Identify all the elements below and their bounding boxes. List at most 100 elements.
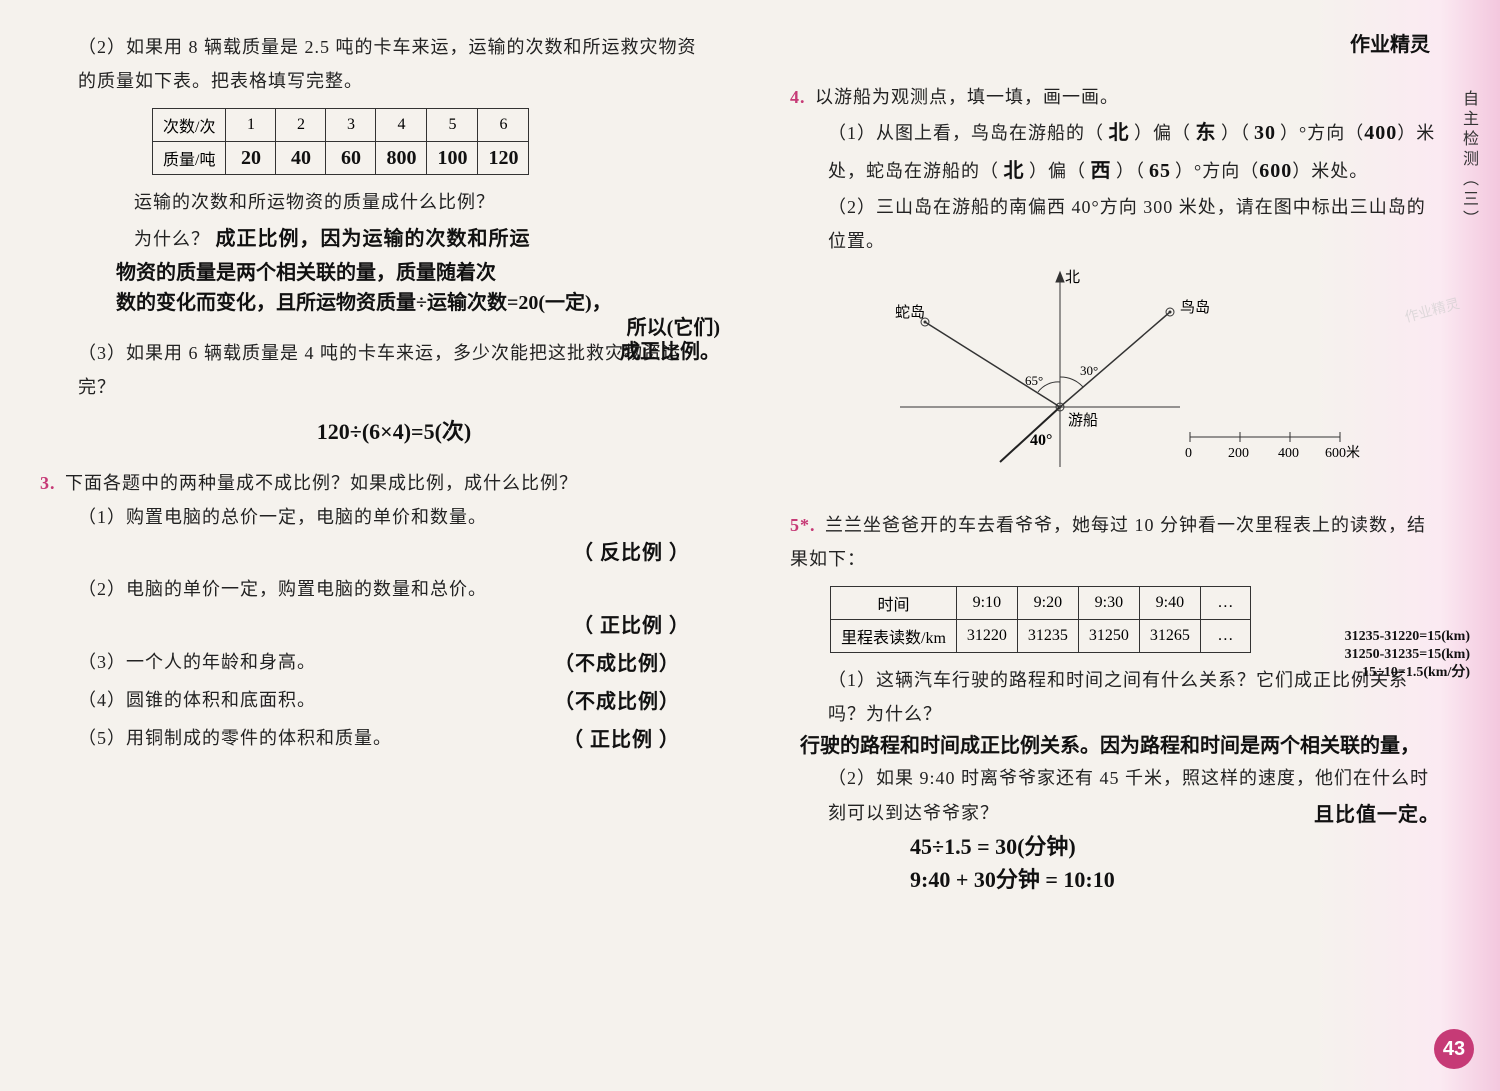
handwritten-calc: 45÷1.5 = 30(分钟) bbox=[790, 830, 1440, 863]
text: ）（ bbox=[1116, 161, 1145, 181]
table-row: 时间 9:10 9:20 9:30 9:40 … bbox=[831, 586, 1251, 619]
q4-intro-text: 以游船为观测点，填一填，画一画。 bbox=[815, 87, 1119, 107]
row-label: 里程表读数/km bbox=[831, 619, 957, 652]
q5-p1: （1）这辆汽车行驶的路程和时间之间有什么关系？它们成正比例关系吗？为什么？ bbox=[790, 663, 1440, 731]
q5-intro-text: 兰兰坐爸爸开的车去看爷爷，她每过 10 分钟看一次里程表上的读数，结果如下： bbox=[790, 515, 1426, 569]
q3: 3. 下面各题中的两种量成不成比例？如果成比例，成什么比例？ （1）购置电脑的总… bbox=[40, 466, 710, 759]
table-row: 次数/次 1 2 3 4 5 6 bbox=[153, 109, 529, 142]
scale-tick: 200 bbox=[1228, 446, 1249, 461]
q3-intro-text: 下面各题中的两种量成不成比例？如果成比例，成什么比例？ bbox=[65, 473, 578, 493]
fill: 北 bbox=[1104, 114, 1134, 152]
handwritten-answer: （不成比例） bbox=[554, 683, 680, 721]
q5: 5*. 兰兰坐爸爸开的车去看爷爷，她每过 10 分钟看一次里程表上的读数，结果如… bbox=[790, 508, 1440, 896]
q5-table: 时间 9:10 9:20 9:30 9:40 … 里程表读数/km 31220 … bbox=[830, 586, 1251, 653]
handwritten-margin: 所以(它们) 成正比例。 bbox=[620, 316, 720, 364]
q4-p1: （1）从图上看，鸟岛在游船的（北）偏（东）（30）°方向（400）米处，蛇岛在游… bbox=[790, 114, 1440, 190]
table-cell: 31250 bbox=[1078, 619, 1139, 652]
q3-intro: 3. 下面各题中的两种量成不成比例？如果成比例，成什么比例？ bbox=[40, 466, 710, 500]
table-cell: … bbox=[1200, 586, 1250, 619]
handwritten-calc: 120÷(6×4)=5(次) bbox=[78, 414, 710, 446]
handwritten-answer: 行驶的路程和时间成正比例关系。因为路程和时间是两个相关联的量， bbox=[790, 731, 1440, 761]
row-label: 时间 bbox=[831, 586, 957, 619]
table-row: 里程表读数/km 31220 31235 31250 31265 … bbox=[831, 619, 1251, 652]
q3-item: （1）购置电脑的总价一定，电脑的单价和数量。 （ 反比例 ） bbox=[40, 500, 710, 572]
margin-text: 成正比例。 bbox=[620, 341, 720, 363]
q5-intro: 5*. 兰兰坐爸爸开的车去看爷爷，她每过 10 分钟看一次里程表上的读数，结果如… bbox=[790, 508, 1440, 576]
q2-2-why: 为什么？ 成正比例，因为运输的次数和所运 bbox=[78, 220, 710, 258]
row-label: 次数/次 bbox=[153, 109, 226, 142]
q5-p2: （2）如果 9:40 时离爷爷家还有 45 千米，照这样的速度，他们在什么时刻可… bbox=[790, 761, 1440, 829]
right-column: 作业精灵 自主检测（三） 作业精灵 4. 以游船为观测点，填一填，画一画。 （1… bbox=[750, 0, 1500, 1091]
table-cell: 2 bbox=[276, 109, 326, 142]
north-label: 北 bbox=[1065, 269, 1080, 286]
fill: 西 bbox=[1086, 152, 1116, 190]
page-header: 作业精灵 bbox=[1350, 28, 1430, 57]
fill: 30 bbox=[1250, 114, 1280, 152]
text: ）米处。 bbox=[1292, 161, 1368, 181]
q4-p2: （2）三山岛在游船的南偏西 40°方向 300 米处，请在图中标出三山岛的位置。 bbox=[790, 190, 1440, 258]
q4-number: 4. bbox=[790, 87, 806, 107]
table-cell: 9:30 bbox=[1078, 586, 1139, 619]
q2-table: 次数/次 1 2 3 4 5 6 质量/吨 20 40 60 800 100 1… bbox=[152, 108, 529, 175]
table-cell: 800 bbox=[376, 142, 427, 175]
table-cell: 4 bbox=[376, 109, 427, 142]
table-cell: … bbox=[1200, 619, 1250, 652]
text: （1）从图上看，鸟岛在游船的（ bbox=[828, 123, 1104, 143]
boat-label: 游船 bbox=[1068, 412, 1098, 429]
handwritten-answer: 数的变化而变化，且所运物资质量÷运输次数=20(一定)， bbox=[78, 288, 710, 318]
scale-tick: 400 bbox=[1278, 446, 1299, 461]
page-number-badge: 43 bbox=[1434, 1029, 1474, 1069]
table-cell: 120 bbox=[478, 142, 529, 175]
calc-line: 15÷10=1.5(km/分) bbox=[1345, 664, 1470, 682]
q5-number: 5*. bbox=[790, 515, 816, 535]
fill: 东 bbox=[1191, 114, 1221, 152]
handwritten-tail: 且比值一定。 bbox=[1314, 796, 1440, 834]
snake-label: 蛇岛 bbox=[895, 304, 925, 321]
compass-diagram: 鸟岛 蛇岛 30° 65° 40° 北 游船 bbox=[880, 267, 1360, 477]
handwritten-answer: 物资的质量是两个相关联的量，质量随着次 bbox=[78, 258, 710, 288]
angle-30: 30° bbox=[1080, 363, 1098, 378]
handwritten-answer: （ 正比例 ） bbox=[573, 607, 690, 645]
handwritten-answer: （ 反比例 ） bbox=[573, 534, 690, 572]
table-row: 质量/吨 20 40 60 800 100 120 bbox=[153, 142, 529, 175]
fill: 北 bbox=[999, 152, 1029, 190]
calc-line: 31235-31220=15(km) bbox=[1345, 628, 1470, 646]
q3-item: （5）用铜制成的零件的体积和质量。 （ 正比例 ） bbox=[40, 721, 710, 759]
table-cell: 1 bbox=[226, 109, 276, 142]
q2-2-ask: 运输的次数和所运物资的质量成什么比例？ bbox=[78, 185, 710, 219]
handwritten-side-calc: 31235-31220=15(km) 31250-31235=15(km) 15… bbox=[1345, 628, 1470, 683]
row-label: 质量/吨 bbox=[153, 142, 226, 175]
text: ）偏（ bbox=[1134, 123, 1191, 143]
table-cell: 31265 bbox=[1139, 619, 1200, 652]
scale-tick: 0 bbox=[1185, 446, 1192, 461]
table-cell: 40 bbox=[276, 142, 326, 175]
table-cell: 31220 bbox=[956, 619, 1017, 652]
angle-65: 65° bbox=[1025, 373, 1043, 388]
q3-item-text: （2）电脑的单价一定，购置电脑的数量和总价。 bbox=[78, 572, 710, 606]
table-cell: 100 bbox=[427, 142, 478, 175]
table-cell: 9:40 bbox=[1139, 586, 1200, 619]
table-cell: 60 bbox=[326, 142, 376, 175]
table-cell: 31235 bbox=[1017, 619, 1078, 652]
q3-item-text: （5）用铜制成的零件的体积和质量。 bbox=[78, 721, 392, 759]
text: ）°方向（ bbox=[1280, 123, 1364, 143]
q2-2-intro: （2）如果用 8 辆载质量是 2.5 吨的卡车来运，运输的次数和所运救灾物资的质… bbox=[78, 30, 710, 98]
q2-3-text: （3）如果用 6 辆载质量是 4 吨的卡车来运，多少次能把这批救灾物资运完？ bbox=[78, 343, 681, 397]
q3-item-text: （3）一个人的年龄和身高。 bbox=[78, 645, 316, 683]
q3-item-text: （4）圆锥的体积和底面积。 bbox=[78, 683, 316, 721]
handwritten-calc: 9:40 + 30分钟 = 10:10 bbox=[790, 863, 1440, 896]
q2-3-intro: （3）如果用 6 辆载质量是 4 吨的卡车来运，多少次能把这批救灾物资运完？ bbox=[78, 336, 710, 404]
fill: 400 bbox=[1364, 114, 1397, 152]
scale-tick: 600米 bbox=[1325, 445, 1360, 461]
handwritten-answer: （不成比例） bbox=[554, 645, 680, 683]
text: ）（ bbox=[1221, 123, 1250, 143]
q2-part3: （3）如果用 6 辆载质量是 4 吨的卡车来运，多少次能把这批救灾物资运完？ 所… bbox=[40, 336, 710, 446]
table-cell: 9:20 bbox=[1017, 586, 1078, 619]
left-column: （2）如果用 8 辆载质量是 2.5 吨的卡车来运，运输的次数和所运救灾物资的质… bbox=[0, 0, 750, 1091]
handwritten-answer: 成正比例，因为运输的次数和所运 bbox=[216, 228, 531, 250]
angle-40: 40° bbox=[1030, 432, 1052, 449]
side-title: 自主检测（三） bbox=[1456, 90, 1480, 230]
text: ）偏（ bbox=[1029, 161, 1086, 181]
bird-label: 鸟岛 bbox=[1180, 299, 1210, 316]
text: ）°方向（ bbox=[1175, 161, 1259, 181]
